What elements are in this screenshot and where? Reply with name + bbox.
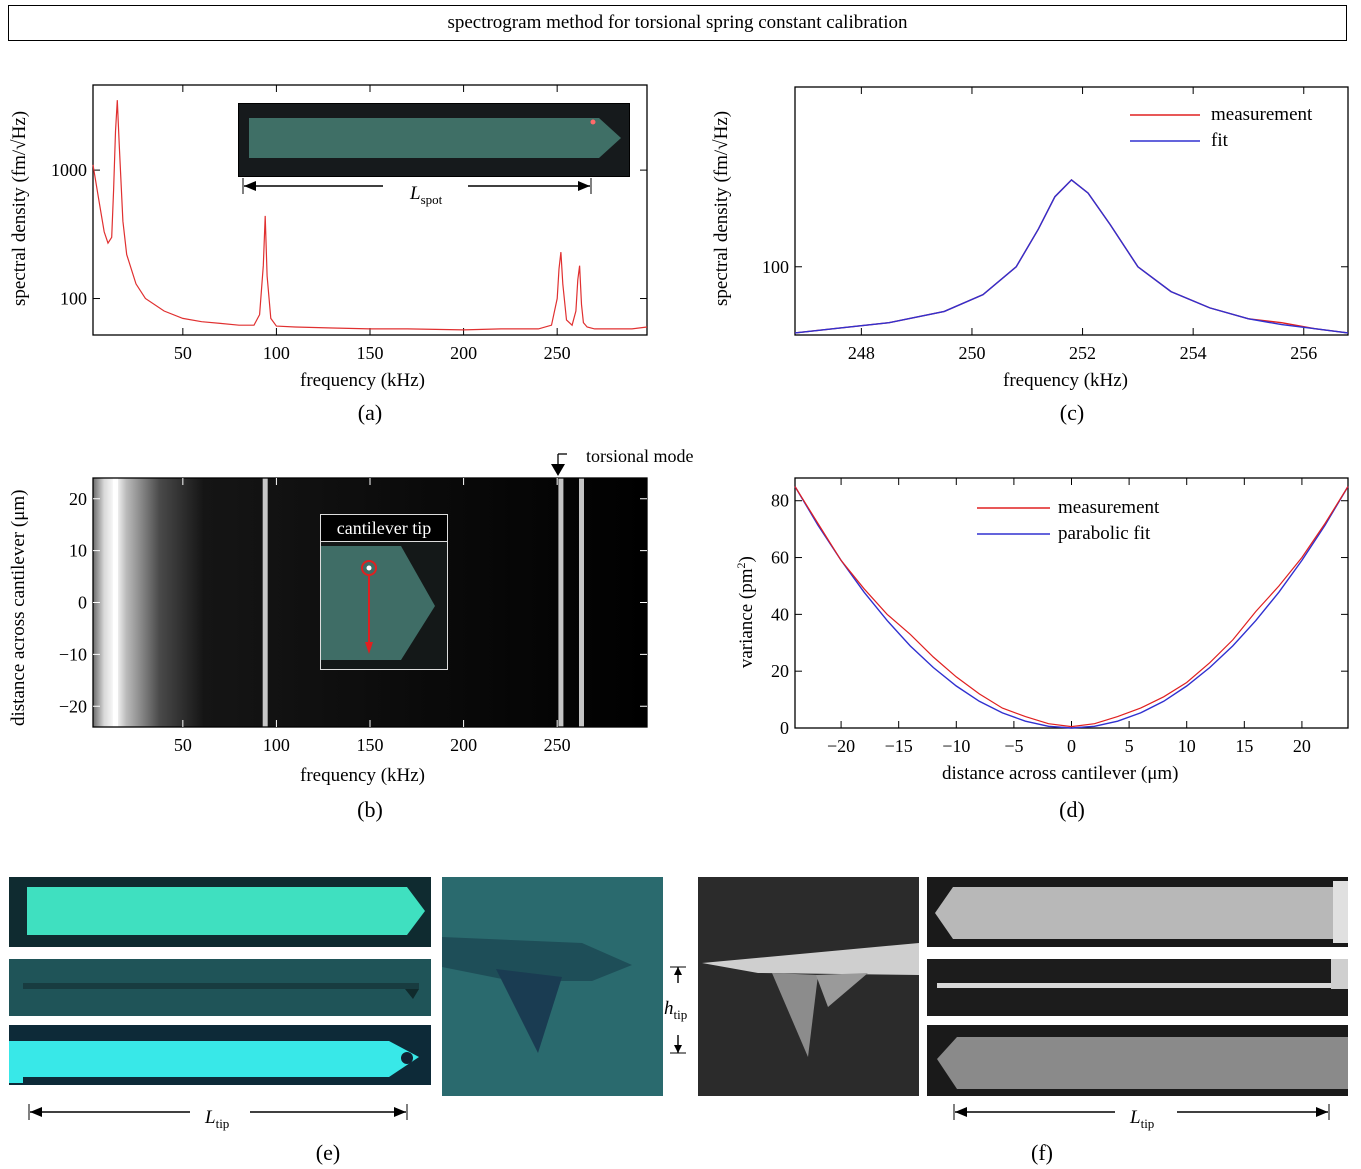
sem-cantilever-side	[927, 959, 1348, 1016]
x-axis-label: distance across cantilever (μm)	[942, 763, 1179, 784]
y-tick-label: 80	[771, 491, 789, 511]
x-tick-label: 100	[263, 735, 290, 755]
x-tick-label: 5	[1125, 736, 1134, 756]
x-tick-label: 100	[263, 343, 290, 363]
banner-title: spectrogram method for torsional spring …	[447, 12, 908, 33]
sem-cantilever-bottom	[927, 1025, 1348, 1096]
x-axis-label: frequency (kHz)	[1003, 370, 1129, 391]
y-tick-label: 0	[780, 718, 789, 738]
x-tick-label: 200	[450, 735, 477, 755]
panel-a-chart: 50 100 150 200 250 100 1000	[51, 84, 648, 363]
y-tick-label: 40	[771, 604, 789, 624]
y-tick-label: 1000	[51, 160, 87, 180]
y-axis-label: spectral density (fm/√Hz)	[9, 110, 30, 306]
cantilever-photo-inset	[238, 103, 630, 177]
cantilever-photo-bottom	[9, 1025, 431, 1085]
x-tick-label: 0	[1067, 736, 1076, 756]
fit-line	[794, 178, 1349, 334]
legend-measurement: measurement	[1058, 497, 1160, 518]
x-tick-label: 15	[1235, 736, 1253, 756]
spectral-line	[262, 478, 268, 727]
x-tick-label: 250	[544, 343, 571, 363]
figure-banner: spectrogram method for torsional spring …	[8, 5, 1347, 41]
panel-label-a: (a)	[357, 400, 383, 425]
sem-tip-photo	[698, 877, 919, 1096]
panel-label-f: (f)	[1031, 1140, 1053, 1165]
y-axis-label: variance (pm2)	[733, 556, 758, 669]
h-tip-label: htip	[664, 998, 688, 1022]
torsional-mode-arrow	[551, 453, 567, 476]
h-tip-dimension	[670, 966, 686, 1054]
x-tick-label: 250	[958, 343, 985, 363]
x-tick-label: 50	[174, 343, 192, 363]
y-tick-label: 0	[78, 593, 87, 613]
legend-measurement: measurement	[1211, 104, 1313, 125]
legend-fit: fit	[1211, 130, 1228, 151]
spectral-line	[112, 478, 118, 727]
spectrum-line	[92, 100, 648, 331]
x-tick-label: 200	[450, 343, 477, 363]
y-tick-label: −10	[59, 644, 87, 664]
inset-title: cantilever tip	[321, 515, 447, 542]
x-tick-label: 20	[1293, 736, 1311, 756]
x-tick-label: 150	[357, 343, 384, 363]
y-axis-label: distance across cantilever (μm)	[8, 489, 29, 727]
cantilever-tip-inset: cantilever tip	[320, 514, 448, 670]
l-tip-label-f: Ltip	[1130, 1107, 1155, 1131]
spectral-line	[578, 478, 584, 727]
cantilever-shape	[249, 118, 621, 158]
panel-c-chart: 248 250 252 254 256 100	[762, 86, 1349, 363]
plot-frame	[794, 86, 1349, 336]
spectral-line	[558, 478, 564, 727]
panel-label-b: (b)	[357, 797, 383, 822]
parabolic-fit-line	[794, 486, 1349, 729]
y-tick-label: 20	[69, 489, 87, 509]
axis-tick-group: −20 −15 −10 −5 0 5 10 15 20 0 20 40 60 80	[771, 478, 1348, 756]
x-tick-label: 248	[848, 343, 875, 363]
legend-parabolic-fit: parabolic fit	[1058, 523, 1151, 544]
x-tick-label: 252	[1069, 343, 1096, 363]
x-tick-group: 50 100 150 200 250 100 1000	[51, 85, 647, 363]
x-tick-label: −10	[942, 736, 970, 756]
x-tick-label: −20	[827, 736, 855, 756]
y-tick-label: 20	[771, 661, 789, 681]
panel-label-c: (c)	[1059, 400, 1085, 425]
y-axis-label: spectral density (fm/√Hz)	[711, 110, 732, 306]
panel-d-chart: −20 −15 −10 −5 0 5 10 15 20 0 20 40 60 80	[771, 477, 1349, 756]
x-axis-label: frequency (kHz)	[300, 370, 426, 391]
l-tip-dimension-e	[28, 1104, 408, 1120]
spectrogram-lines	[112, 478, 584, 727]
y-tick-label: 100	[60, 289, 87, 309]
x-axis-label: frequency (kHz)	[300, 765, 426, 786]
measurement-line	[794, 178, 1349, 334]
measurement-line	[794, 486, 1349, 728]
laser-spot	[590, 119, 596, 125]
x-tick-label: 50	[174, 735, 192, 755]
panel-label-e: (e)	[315, 1140, 341, 1165]
cantilever-photo-top	[9, 877, 431, 947]
l-spot-label: Lspot	[410, 183, 443, 207]
axis-tick-group: 248 250 252 254 256 100	[762, 87, 1348, 363]
y-tick-label: 10	[69, 541, 87, 561]
tip-closeup-photo	[442, 877, 663, 1096]
y-tick-label: 60	[771, 548, 789, 568]
x-tick-label: 150	[357, 735, 384, 755]
x-tick-label: 256	[1290, 343, 1317, 363]
y-tick-label: 100	[762, 257, 789, 277]
sem-cantilever-top	[927, 877, 1348, 947]
tip-image	[321, 542, 447, 669]
x-tick-label: 10	[1178, 736, 1196, 756]
l-tip-dimension-f	[953, 1104, 1330, 1120]
l-tip-label-e: Ltip	[205, 1107, 230, 1131]
panel-label-d: (d)	[1059, 797, 1085, 822]
x-tick-label: −5	[1004, 736, 1023, 756]
x-tick-label: 254	[1180, 343, 1207, 363]
x-tick-label: −15	[885, 736, 913, 756]
l-spot-dimension	[242, 178, 592, 194]
torsional-mode-label: torsional mode	[586, 446, 694, 466]
y-tick-label: −20	[59, 696, 87, 716]
x-tick-label: 250	[544, 735, 571, 755]
cantilever-photo-side	[9, 959, 431, 1016]
